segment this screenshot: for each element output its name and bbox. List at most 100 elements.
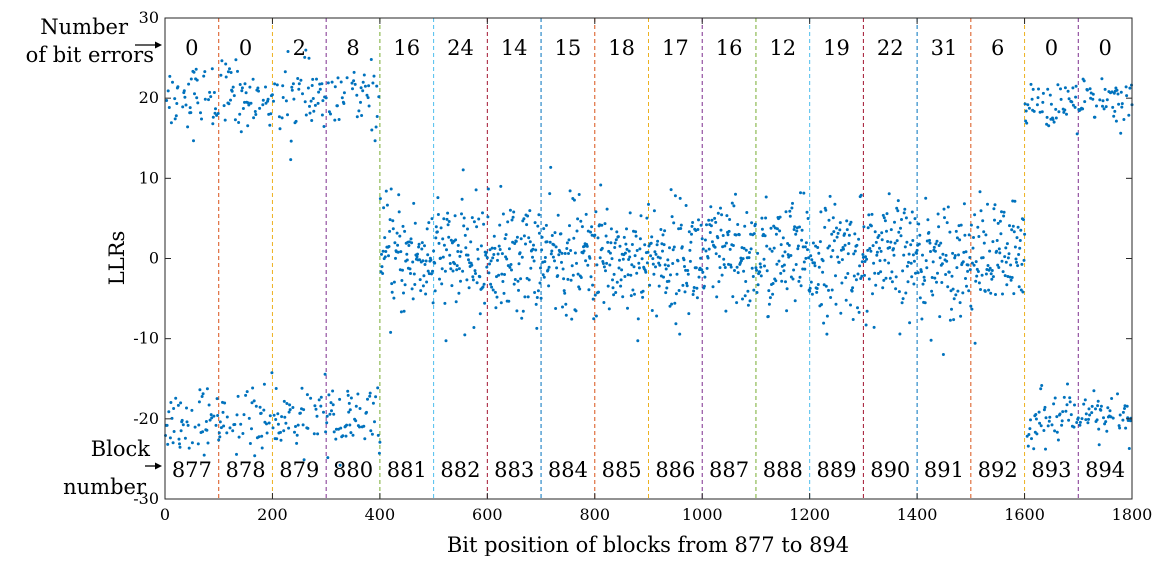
data-point: [424, 292, 428, 296]
data-point: [1008, 224, 1011, 228]
data-point: [654, 265, 657, 269]
data-point: [171, 441, 175, 445]
data-point: [563, 252, 567, 255]
data-point: [950, 307, 953, 311]
data-point: [409, 237, 413, 241]
bit-errors-886: 17: [662, 36, 689, 60]
data-point: [453, 262, 457, 266]
data-point: [277, 115, 281, 119]
data-point: [917, 242, 921, 246]
data-point: [346, 389, 350, 393]
data-point: [798, 275, 802, 279]
data-point: [478, 275, 482, 279]
data-point: [847, 242, 851, 245]
bit-errors-884: 15: [555, 36, 582, 60]
data-point: [1026, 444, 1030, 448]
data-point: [781, 254, 785, 258]
data-point: [905, 240, 909, 244]
data-point: [964, 277, 967, 280]
data-point: [407, 244, 411, 247]
data-point: [493, 246, 497, 250]
data-point: [377, 451, 381, 455]
data-point: [418, 258, 422, 262]
data-point: [435, 230, 439, 234]
data-point: [1012, 230, 1016, 234]
data-point: [1125, 404, 1129, 408]
data-point: [689, 240, 693, 244]
x-tick-label: 1000: [682, 505, 723, 524]
data-point: [561, 267, 565, 271]
data-point: [778, 215, 782, 219]
data-point: [836, 231, 840, 235]
data-point: [988, 249, 992, 253]
data-point: [808, 286, 812, 290]
data-point: [425, 280, 429, 284]
data-point: [522, 217, 526, 221]
data-point: [760, 216, 764, 220]
data-point: [1004, 260, 1008, 264]
data-point: [250, 427, 253, 431]
data-point: [742, 246, 746, 250]
data-point: [561, 305, 564, 309]
data-point: [833, 202, 837, 206]
data-point: [1063, 108, 1067, 112]
data-point: [1043, 405, 1047, 409]
data-point: [356, 392, 360, 396]
data-point: [724, 241, 728, 245]
data-point: [496, 258, 499, 262]
data-point: [1003, 255, 1007, 259]
data-point: [768, 296, 772, 300]
data-point: [1118, 413, 1122, 417]
data-point: [314, 407, 318, 411]
data-point: [1110, 90, 1114, 94]
data-point: [1127, 447, 1131, 450]
data-point: [260, 434, 264, 438]
data-point: [411, 260, 415, 264]
data-point: [924, 196, 928, 200]
bit-errors-879: 2: [293, 36, 306, 60]
data-point: [188, 106, 192, 110]
data-point: [723, 244, 727, 248]
data-point: [967, 289, 971, 293]
data-point: [700, 237, 704, 241]
block-number-891: 891: [924, 458, 964, 482]
data-point: [270, 371, 274, 375]
y-tick-label: 10: [139, 168, 159, 187]
data-point: [803, 245, 807, 249]
data-point: [778, 229, 782, 233]
block-number-878: 878: [226, 458, 266, 482]
data-point: [304, 113, 308, 117]
data-point: [719, 206, 722, 210]
data-point: [615, 280, 619, 284]
data-point: [322, 125, 326, 128]
data-point: [289, 139, 293, 143]
data-point: [262, 408, 266, 412]
data-point: [994, 293, 997, 296]
data-point: [195, 78, 199, 82]
data-point: [775, 262, 779, 266]
data-point: [966, 269, 970, 273]
data-point: [508, 208, 512, 212]
data-point: [325, 414, 329, 418]
block-number-877: 877: [172, 458, 212, 482]
data-point: [1096, 399, 1100, 403]
data-point: [376, 386, 380, 390]
data-point: [1128, 86, 1132, 90]
data-point: [326, 81, 330, 85]
data-point: [268, 123, 272, 127]
data-point: [1097, 427, 1101, 431]
data-point: [919, 270, 923, 274]
data-point: [883, 219, 887, 223]
data-point: [1015, 236, 1019, 240]
data-point: [571, 273, 575, 277]
data-point: [574, 309, 578, 313]
data-point: [421, 259, 425, 263]
data-point: [990, 277, 994, 281]
data-point: [655, 314, 659, 318]
data-point: [261, 103, 265, 107]
data-point: [217, 431, 221, 435]
data-point: [1042, 408, 1046, 412]
data-point: [1007, 252, 1011, 256]
data-point: [535, 326, 539, 330]
data-point: [392, 296, 396, 300]
